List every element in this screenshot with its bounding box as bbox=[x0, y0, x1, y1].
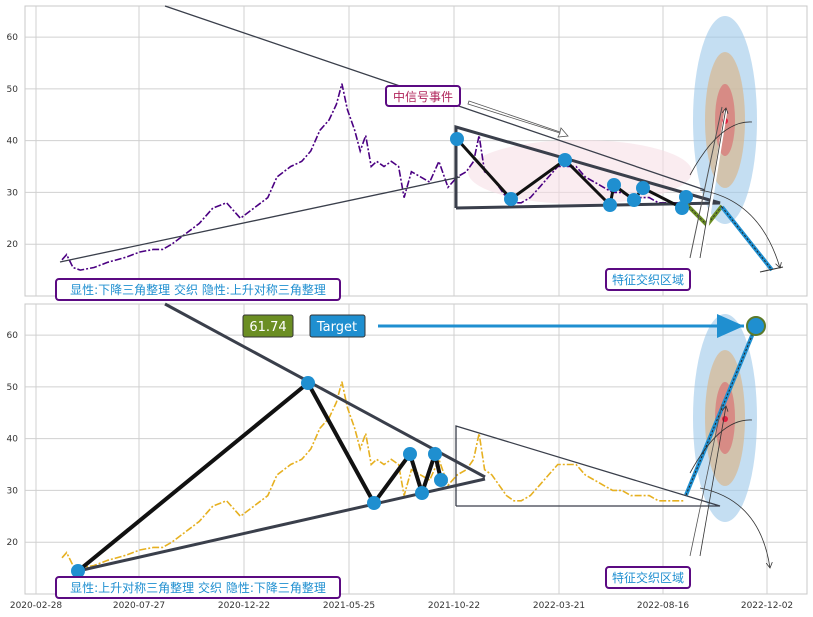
y-tick-label: 30 bbox=[7, 486, 19, 496]
y-tick-label: 60 bbox=[7, 33, 19, 43]
x-tick-label: 2021-10-22 bbox=[428, 601, 480, 611]
bottom-region-label: 特征交织区域 bbox=[612, 570, 684, 585]
pivot bbox=[504, 192, 518, 206]
target-box bbox=[309, 314, 366, 338]
pivot bbox=[675, 201, 689, 215]
pivot bbox=[679, 190, 693, 204]
pivot bbox=[415, 486, 429, 500]
bottom-price-line bbox=[61, 381, 684, 569]
top-grid bbox=[25, 6, 807, 296]
x-tick-label: 2020-07-27 bbox=[113, 601, 165, 611]
pivot bbox=[603, 198, 617, 212]
x-tick-label: 2022-12-02 bbox=[741, 601, 793, 611]
target-box-label: Target bbox=[316, 320, 357, 335]
y-tick-label: 50 bbox=[7, 85, 19, 95]
top-region-label: 特征交织区域 bbox=[612, 272, 684, 287]
price-box-label: 61.74 bbox=[249, 320, 286, 335]
bottom-pattern-label: 显性:上升对称三角整理 交织 隐性:下降三角整理 bbox=[70, 580, 326, 595]
target-dot bbox=[722, 416, 728, 422]
top-plot-frame bbox=[24, 5, 808, 297]
x-tick-label: 2022-03-21 bbox=[533, 601, 585, 611]
signal-label: 中信号事件 bbox=[393, 89, 453, 104]
bottom-pattern-label-box bbox=[55, 576, 341, 599]
top-pattern-label-box bbox=[55, 278, 341, 301]
bottom-pivots bbox=[71, 316, 766, 578]
bottom-panel: 20 30 40 50 60 bbox=[7, 302, 808, 599]
x-tick-label: 2021-05-25 bbox=[323, 601, 375, 611]
signal-arrow bbox=[467, 100, 569, 138]
y-tick-label: 50 bbox=[7, 383, 19, 393]
top-descending-triangle bbox=[454, 125, 721, 210]
bottom-plot-frame bbox=[24, 303, 808, 595]
pivot bbox=[428, 447, 442, 461]
signal-label-box bbox=[385, 85, 461, 107]
top-region-label-box bbox=[605, 268, 691, 291]
pivot bbox=[301, 376, 315, 390]
top-price-line bbox=[61, 83, 684, 271]
y-tick-label: 40 bbox=[7, 137, 19, 147]
y-tick-label: 20 bbox=[7, 538, 19, 548]
price-box bbox=[242, 314, 294, 338]
top-panel: 20 30 40 50 60 bbox=[7, 5, 808, 301]
x-tick-label: 2022-08-16 bbox=[637, 601, 690, 611]
y-tick-label: 40 bbox=[7, 435, 19, 445]
pivot bbox=[434, 473, 448, 487]
y-tick-label: 30 bbox=[7, 188, 19, 198]
top-trendline-up bbox=[59, 176, 461, 263]
x-axis-tick-labels: 2020-02-28 2020-07-27 2020-12-22 2021-05-25… bbox=[10, 601, 793, 611]
pivot bbox=[367, 496, 381, 510]
bottom-region-label-box bbox=[605, 566, 691, 589]
pivot bbox=[403, 447, 417, 461]
bottom-descending-triangle bbox=[455, 425, 721, 507]
top-pivots bbox=[450, 132, 693, 215]
y-tick-label: 60 bbox=[7, 331, 19, 341]
pivot bbox=[627, 193, 641, 207]
pivot bbox=[558, 153, 572, 167]
target-pivot bbox=[746, 316, 766, 336]
pivot bbox=[450, 132, 464, 146]
x-tick-label: 2020-02-28 bbox=[10, 601, 63, 611]
top-y-tick-labels: 20 30 40 50 60 bbox=[7, 33, 19, 250]
pivot bbox=[607, 178, 621, 192]
pivot bbox=[636, 181, 650, 195]
pivot bbox=[71, 564, 85, 578]
y-tick-label: 20 bbox=[7, 240, 19, 250]
bottom-y-tick-labels: 20 30 40 50 60 bbox=[7, 331, 19, 548]
top-pattern-label: 显性:下降三角整理 交织 隐性:上升对称三角整理 bbox=[70, 282, 326, 297]
x-tick-label: 2020-12-22 bbox=[218, 601, 270, 611]
